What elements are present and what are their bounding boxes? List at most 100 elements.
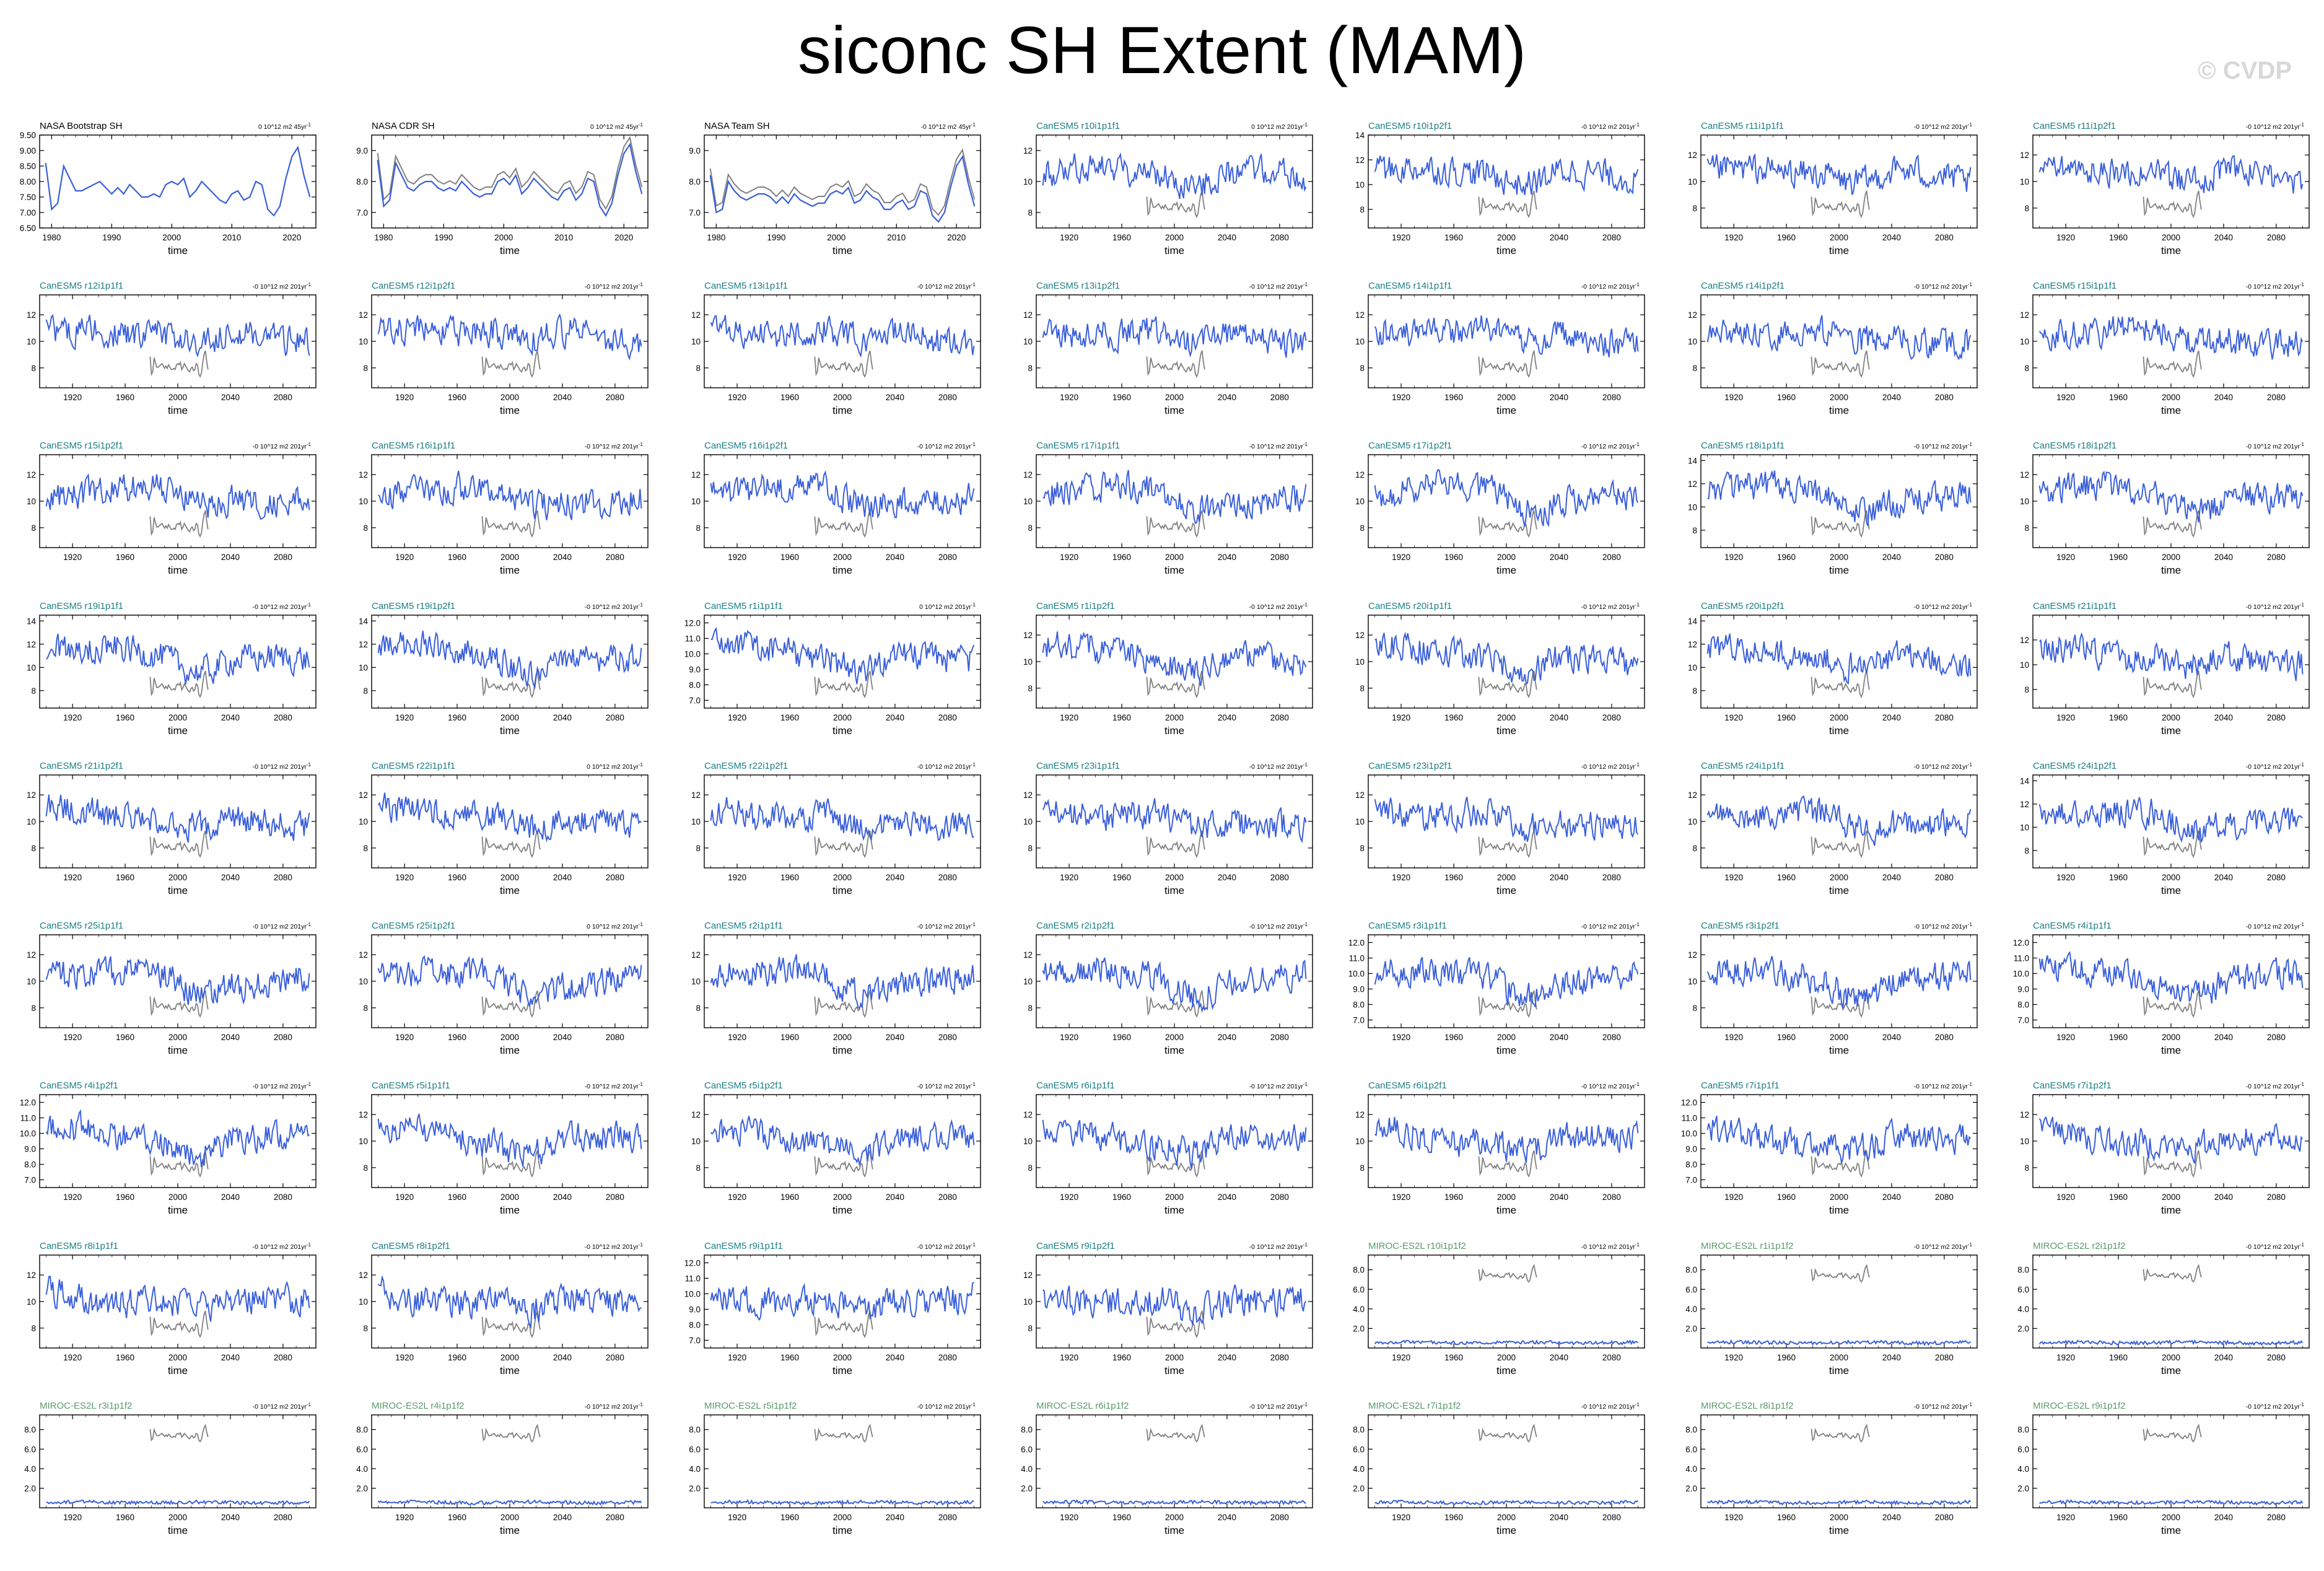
panel-title: CanESM5 r19i1p2f1 — [372, 601, 455, 611]
y-tick-label: 6.0 — [689, 1445, 701, 1454]
x-axis-label: time — [500, 885, 520, 896]
trend-label: -0 10^12 m2 201yr-1 — [1581, 602, 1640, 611]
y-tick-label: 14 — [1688, 616, 1698, 626]
series-line — [1042, 798, 1307, 844]
plot-frame — [704, 454, 981, 548]
y-tick-label: 8 — [2024, 364, 2029, 373]
y-tick-label: 2.0 — [689, 1484, 701, 1493]
x-tick-label: 1920 — [63, 1192, 82, 1202]
y-tick-label: 8 — [1028, 208, 1033, 217]
x-tick-label: 2000 — [2162, 873, 2180, 882]
panel-title: CanESM5 r9i1p1f1 — [704, 1241, 783, 1251]
panel-title: MIROC-ES2L r5i1p1f2 — [704, 1401, 797, 1411]
obs-overlay-line — [1811, 510, 1870, 538]
x-axis-label: time — [832, 885, 852, 896]
obs-overlay-line — [1478, 1264, 1537, 1283]
x-tick-label: 1990 — [102, 233, 121, 242]
trend-label: -0 10^12 m2 201yr-1 — [253, 1402, 312, 1411]
series-line — [1374, 1117, 1639, 1163]
panel-title: MIROC-ES2L r10i1p1f2 — [1368, 1241, 1466, 1251]
x-tick-label: 2000 — [500, 1192, 519, 1202]
x-tick-label: 1920 — [395, 1513, 414, 1522]
trend-label: -0 10^12 m2 201yr-1 — [1581, 1402, 1640, 1411]
obs-overlay-line — [2143, 350, 2202, 379]
obs-overlay-line — [481, 510, 541, 538]
y-tick-label: 12 — [1355, 631, 1365, 640]
x-tick-label: 2000 — [168, 1033, 187, 1042]
y-tick-label: 8 — [1360, 1163, 1365, 1173]
x-tick-label: 2080 — [2267, 873, 2286, 882]
x-tick-label: 1960 — [780, 393, 799, 402]
y-tick-label: 8 — [1360, 364, 1365, 373]
y-tick-label: 8 — [2024, 685, 2029, 694]
x-tick-label: 2000 — [1497, 713, 1516, 722]
x-tick-label: 2080 — [1935, 1353, 1954, 1362]
y-tick-label: 12.0 — [1348, 939, 1365, 948]
y-tick-label: 8.0 — [356, 177, 368, 186]
panel-title: CanESM5 r1i1p2f1 — [1036, 601, 1115, 611]
x-axis-label: time — [168, 564, 188, 576]
y-tick-label: 2.0 — [24, 1484, 36, 1493]
trend-label: -0 10^12 m2 201yr-1 — [1249, 1242, 1308, 1251]
obs-overlay-line — [481, 1310, 541, 1339]
y-tick-label: 8 — [31, 1004, 36, 1013]
plot-frame — [704, 1414, 981, 1508]
x-tick-label: 1920 — [1392, 553, 1410, 562]
y-tick-label: 12 — [1355, 1110, 1365, 1119]
x-tick-label: 2080 — [938, 873, 957, 882]
plot-frame — [371, 294, 649, 388]
y-tick-label: 8 — [1360, 844, 1365, 853]
x-axis-label: time — [832, 1204, 852, 1216]
obs-overlay-line — [814, 830, 873, 859]
x-tick-label: 2080 — [1270, 1513, 1289, 1522]
series-line — [377, 142, 643, 217]
trend-label: -0 10^12 m2 201yr-1 — [253, 442, 312, 450]
trend-exponent: -1 — [307, 1242, 312, 1248]
y-tick-label: 4.0 — [1685, 1464, 1697, 1474]
y-tick-label: 12.0 — [684, 1259, 701, 1268]
x-axis-label: time — [1164, 1044, 1184, 1056]
y-tick-label: 8.0 — [1685, 1425, 1697, 1435]
trend-exponent: -1 — [639, 122, 644, 128]
y-tick-label: 10 — [1023, 817, 1033, 826]
series-line — [2038, 1116, 2304, 1164]
y-tick-label: 6.0 — [2017, 1285, 2029, 1294]
x-tick-label: 2080 — [1602, 1033, 1621, 1042]
y-tick-label: 14 — [1688, 456, 1698, 465]
obs-overlay-line — [2143, 510, 2202, 538]
x-axis-label: time — [500, 405, 520, 416]
y-tick-label: 12 — [1355, 470, 1365, 479]
x-tick-label: 2080 — [1602, 1353, 1621, 1362]
series-line — [2038, 470, 2304, 523]
x-tick-label: 2000 — [833, 1033, 852, 1042]
y-tick-label: 9.50 — [20, 131, 36, 140]
y-tick-label: 8 — [1360, 523, 1365, 533]
x-tick-label: 1920 — [2056, 1513, 2075, 1522]
y-tick-label: 10 — [359, 1297, 368, 1306]
x-tick-label: 1920 — [2056, 1033, 2075, 1042]
x-tick-label: 2040 — [886, 1033, 904, 1042]
obs-overlay-line — [814, 990, 873, 1018]
chart-panel: CanESM5 r3i1p1f1 -0 10^12 m2 201yr-1 1920 1… — [1348, 921, 1645, 1056]
plot-frame — [704, 294, 981, 388]
x-tick-label: 2080 — [938, 1192, 957, 1202]
x-tick-label: 2040 — [1550, 873, 1568, 882]
chart-panel: CanESM5 r6i1p2f1 -0 10^12 m2 201yr-1 1920 1… — [1355, 1080, 1645, 1216]
y-tick-label: 10 — [27, 1297, 36, 1306]
x-tick-label: 2080 — [1935, 1033, 1954, 1042]
y-tick-label: 10 — [359, 497, 368, 506]
x-tick-label: 2080 — [606, 1033, 624, 1042]
y-tick-label: 9.00 — [20, 146, 36, 155]
obs-overlay-line — [1811, 830, 1870, 859]
x-tick-label: 1960 — [1112, 1513, 1131, 1522]
y-tick-label: 12 — [1688, 950, 1697, 960]
chart-panel: CanESM5 r21i1p1f1 -0 10^12 m2 201yr-1 1920… — [2020, 601, 2310, 737]
x-tick-label: 2000 — [494, 233, 513, 242]
x-tick-label: 1920 — [728, 1513, 746, 1522]
trend-exponent: -1 — [971, 602, 976, 608]
x-tick-label: 1960 — [2109, 713, 2128, 722]
trend-exponent: -1 — [307, 762, 312, 768]
x-tick-label: 2040 — [1218, 1513, 1236, 1522]
y-tick-label: 4.0 — [689, 1464, 701, 1474]
panel-title: CanESM5 r9i1p2f1 — [1036, 1241, 1115, 1251]
